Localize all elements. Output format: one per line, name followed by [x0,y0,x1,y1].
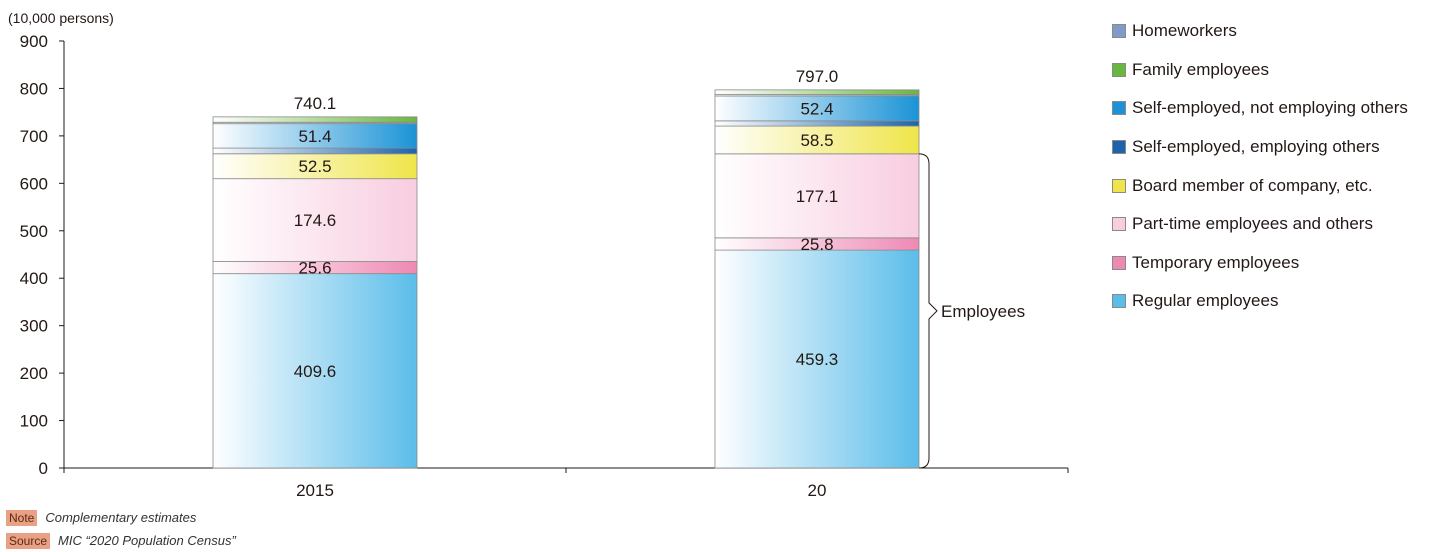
data-label: 52.5 [298,157,331,176]
legend-label: Regular employees [1132,291,1279,311]
legend-item: Homeworkers [1112,12,1408,51]
legend-swatch [1112,294,1126,309]
note-row: Note Complementary estimates [6,506,236,529]
legend-label: Homeworkers [1132,21,1237,41]
footnotes: Note Complementary estimates Source MIC … [6,506,236,552]
total-label: 797.0 [796,67,839,86]
source-text: MIC “2020 Population Census” [58,533,236,548]
legend-swatch [1112,140,1126,155]
data-label: 459.3 [796,350,839,369]
legend-item: Board member of company, etc. [1112,166,1408,205]
note-text: Complementary estimates [45,510,197,525]
bracket-label: Employees [941,302,1025,321]
bracket-line [918,153,938,469]
bar-segment [714,95,920,122]
source-tag: Source [6,532,51,549]
y-axis-unit-label: (10,000 persons) [8,10,114,26]
legend-label: Family employees [1132,59,1269,79]
employees-bracket: Employees [918,153,1025,469]
y-tick-label: 400 [20,269,48,288]
legend-item: Self-employed, employing others [1112,128,1408,167]
total-label: 740.1 [294,94,337,113]
legend-swatch [1112,24,1126,39]
legend-label: Board member of company, etc. [1132,175,1373,195]
legend: Homeworkers Family employees Self-employed… [1112,12,1408,321]
bar-segment [212,123,418,149]
data-label: 52.4 [800,99,833,118]
data-label: 177.1 [796,187,839,206]
y-tick-label: 100 [20,412,48,431]
bar-segment [714,120,920,127]
legend-swatch [1112,62,1126,77]
legend-label: Self-employed, employing others [1132,137,1380,157]
data-label: 25.8 [800,235,833,254]
legend-swatch [1112,178,1126,193]
data-labels: 409.6 25.6 174.6 52.5 51.4 740.1 459.3 25.8 177.… [294,67,839,381]
x-tick-label: 20 [808,481,827,500]
x-tick-label: 2015 [296,481,334,500]
y-tick-label: 800 [20,79,48,98]
bar-segment [212,147,418,155]
legend-swatch [1112,217,1126,232]
legend-item: Part-time employees and others [1112,205,1408,244]
y-tick-label: 600 [20,174,48,193]
legend-label: Part-time employees and others [1132,214,1373,234]
legend-item: Family employees [1112,51,1408,90]
legend-item: Self-employed, not employing others [1112,89,1408,128]
data-label: 51.4 [298,127,331,146]
note-tag: Note [6,509,38,526]
y-tick-label: 0 [39,459,48,478]
legend-item: Regular employees [1112,282,1408,321]
legend-item: Temporary employees [1112,244,1408,283]
bar-segment [212,116,418,123]
legend-swatch [1112,255,1126,270]
data-label: 25.6 [298,259,331,278]
data-label: 409.6 [294,362,337,381]
legend-swatch [1112,101,1126,116]
y-tick-label: 200 [20,364,48,383]
data-label: 58.5 [800,131,833,150]
y-tick-label: 500 [20,222,48,241]
y-tick-label: 300 [20,317,48,336]
bar-segment [714,89,920,95]
bars [212,89,920,469]
bar-segment [212,273,418,469]
bar-segment [212,153,418,180]
y-tick-label: 900 [20,32,48,51]
y-tick-label: 700 [20,127,48,146]
data-label: 174.6 [294,211,337,230]
legend-label: Self-employed, not employing others [1132,98,1408,118]
source-row: Source MIC “2020 Population Census” [6,529,236,552]
bar-segment [714,249,920,469]
legend-label: Temporary employees [1132,252,1300,272]
